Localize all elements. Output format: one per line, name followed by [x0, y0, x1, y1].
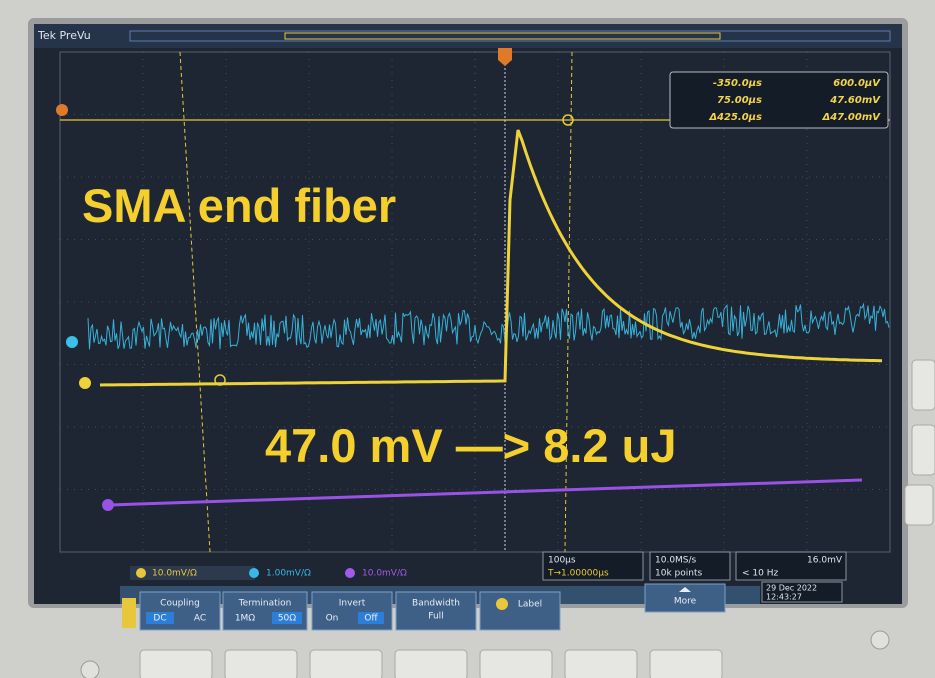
- trigger-position: T→1.00000µs: [547, 569, 609, 579]
- cursor-readout: Δ425.0µs: [708, 112, 762, 123]
- time: 12:43:27: [766, 593, 802, 602]
- menu-coupling[interactable]: Coupling DC AC: [140, 592, 220, 630]
- trigger-frequency: < 10 Hz: [742, 569, 778, 579]
- bezel-button[interactable]: [480, 650, 552, 678]
- side-button[interactable]: [912, 360, 935, 410]
- menu-label[interactable]: Invert: [339, 599, 366, 609]
- sample-rate: 10.0MS/s: [655, 556, 697, 566]
- menu-option[interactable]: 50Ω: [278, 614, 296, 624]
- bezel-button[interactable]: [565, 650, 637, 678]
- menu-label[interactable]: Bandwidth: [412, 599, 460, 609]
- annotation-conversion: 47.0 mV —> 8.2 uJ: [265, 419, 676, 472]
- trigger-level: 16.0mV: [807, 556, 843, 566]
- menu-label[interactable]: Termination: [238, 599, 292, 609]
- menu-bandwidth[interactable]: Bandwidth Full: [396, 592, 476, 630]
- date: 29 Dec 2022: [766, 584, 817, 593]
- menu-channel-tab: [122, 598, 136, 628]
- menu-option[interactable]: DC: [153, 614, 166, 624]
- bezel-button[interactable]: [395, 650, 467, 678]
- top-bar: [34, 24, 902, 48]
- ch2-marker: [66, 336, 78, 348]
- side-button[interactable]: [912, 425, 935, 475]
- ch1-marker: [79, 377, 91, 389]
- bezel-button[interactable]: [310, 650, 382, 678]
- cursor-readout: 47.60mV: [829, 95, 881, 106]
- menu-option[interactable]: AC: [194, 614, 206, 624]
- mode-label: Tek PreVu: [37, 29, 91, 42]
- menu-more[interactable]: More: [645, 584, 725, 612]
- menu-value[interactable]: Full: [428, 612, 443, 622]
- cursor-readout: 75.00µs: [717, 95, 762, 106]
- menu-label[interactable]: Label: [518, 600, 542, 610]
- ch2-scale: 1.00mV/Ω: [266, 569, 311, 579]
- record-length: 10k points: [655, 569, 702, 579]
- annotation-title: SMA end fiber: [82, 179, 396, 232]
- ch3-scale: 10.0mV/Ω: [362, 569, 407, 579]
- scope-photo: Tek PreVu -350.0µs 600.0µV 75.00µs 47.60…: [0, 0, 935, 678]
- page: {"header": {"mode": "Tek PreVu"}, "curso…: [0, 0, 935, 678]
- ch1-badge: [136, 568, 146, 578]
- cursor-readout: 600.0µV: [833, 78, 881, 89]
- knob[interactable]: [871, 631, 889, 649]
- cursor-readout: -350.0µs: [713, 78, 762, 89]
- menu-label[interactable]: Coupling: [160, 599, 200, 609]
- timebase: 100µs: [548, 556, 576, 566]
- bezel-button[interactable]: [140, 650, 212, 678]
- cursor-readout: Δ47.00mV: [821, 112, 881, 123]
- menu-label-button[interactable]: Label: [480, 592, 560, 630]
- ch3-marker: [102, 499, 114, 511]
- menu-option[interactable]: 1MΩ: [235, 614, 255, 624]
- menu-invert[interactable]: Invert On Off: [312, 592, 392, 630]
- ch2-badge: [249, 568, 259, 578]
- ch1-badge: [496, 598, 508, 610]
- knob[interactable]: [81, 661, 99, 678]
- menu-termination[interactable]: Termination 1MΩ 50Ω: [223, 592, 307, 630]
- menu-option[interactable]: Off: [364, 614, 378, 624]
- ref-marker: [56, 104, 68, 116]
- ch3-badge: [345, 568, 355, 578]
- menu-option[interactable]: On: [326, 614, 339, 624]
- bezel-button[interactable]: [225, 650, 297, 678]
- menu-button[interactable]: [480, 592, 560, 630]
- menu-label[interactable]: More: [674, 597, 697, 607]
- bezel-button[interactable]: [650, 650, 722, 678]
- side-button[interactable]: [905, 485, 933, 525]
- ch1-scale: 10.0mV/Ω: [152, 569, 197, 579]
